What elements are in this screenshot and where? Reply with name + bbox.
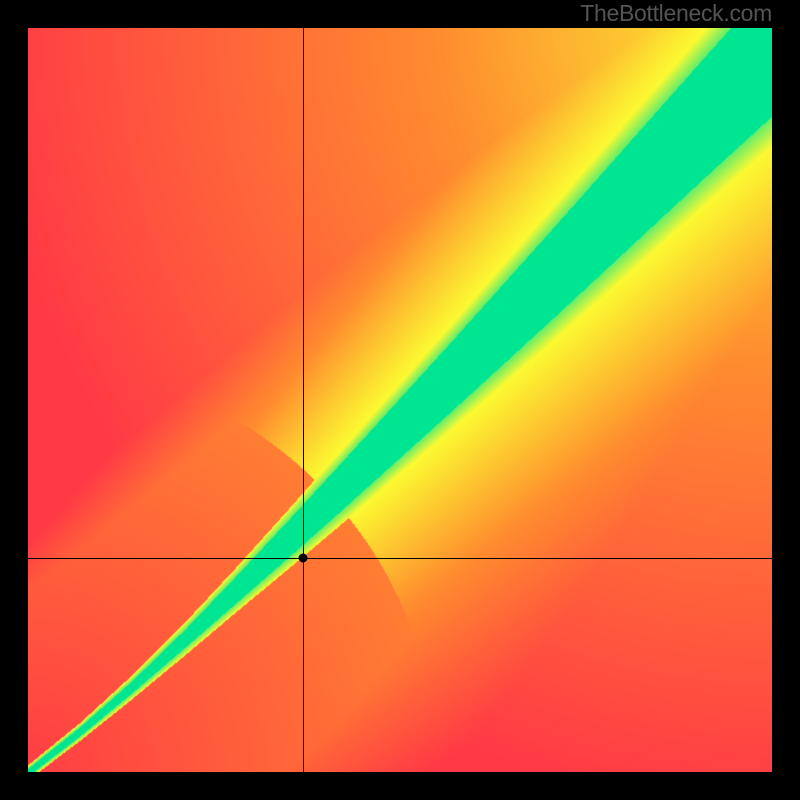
crosshair-dot xyxy=(298,554,307,563)
heatmap-canvas xyxy=(28,28,772,772)
watermark-label: TheBottleneck.com xyxy=(580,0,772,27)
crosshair-vertical xyxy=(303,28,304,772)
plot-area xyxy=(28,28,772,772)
crosshair-horizontal xyxy=(28,558,772,559)
